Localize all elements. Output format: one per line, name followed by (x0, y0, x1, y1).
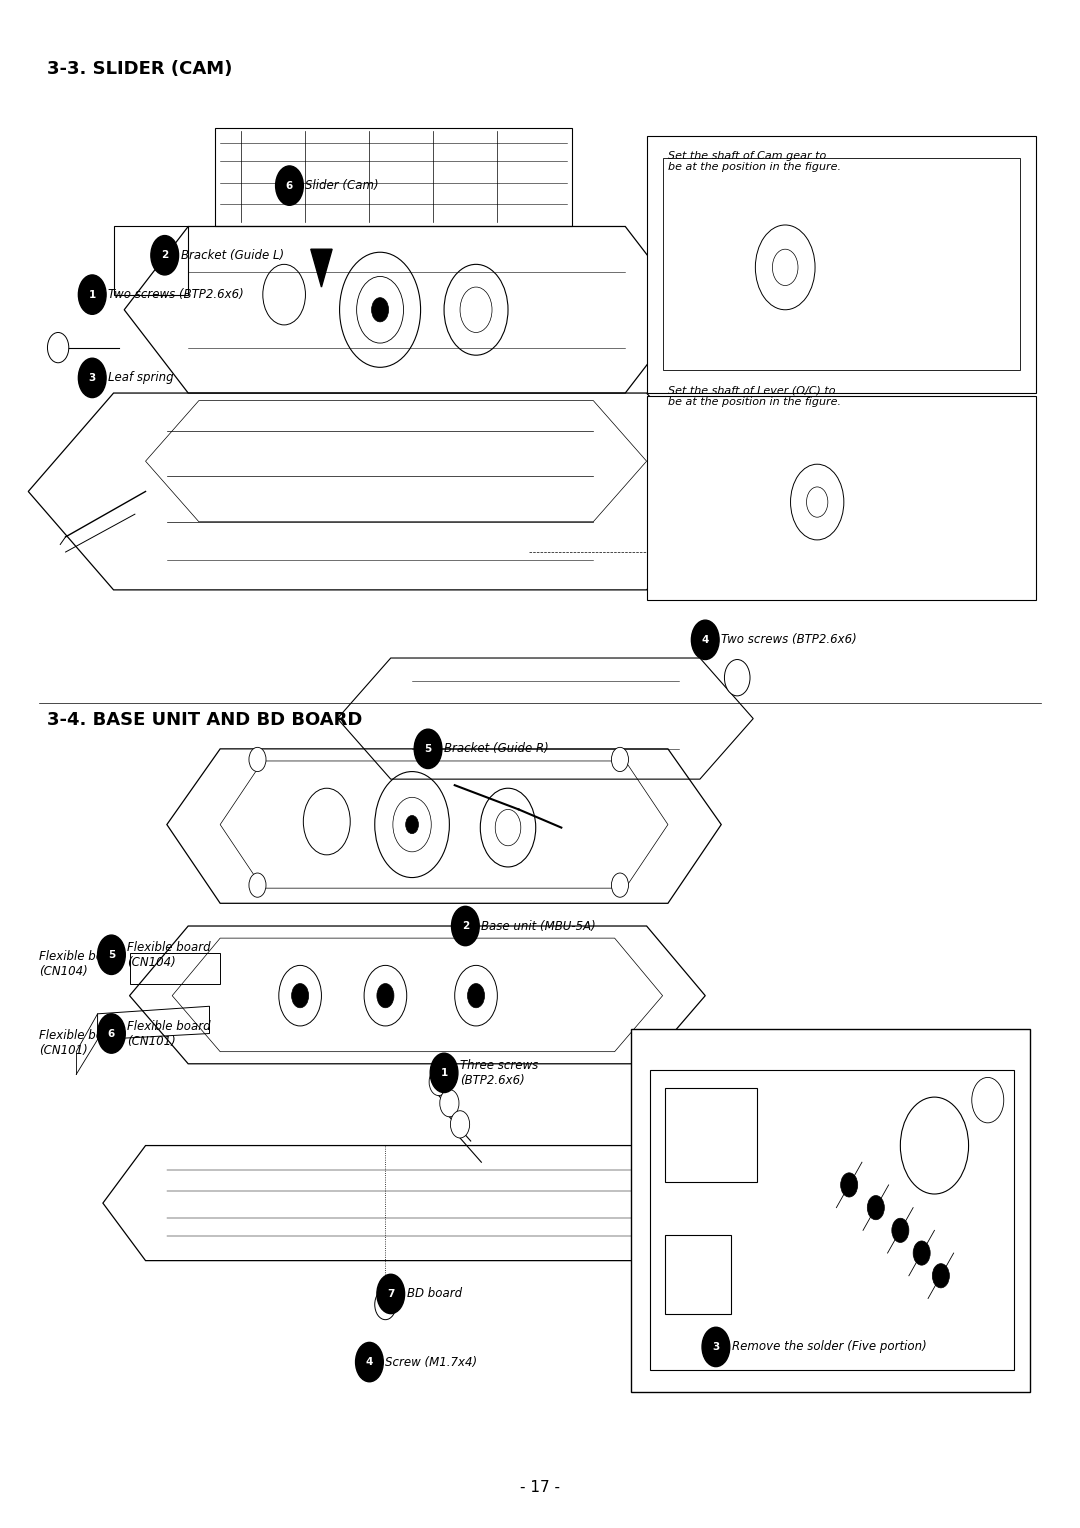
Circle shape (375, 1290, 396, 1320)
Circle shape (355, 1343, 383, 1381)
Text: - 17 -: - 17 - (519, 1481, 561, 1496)
Text: 2: 2 (462, 921, 469, 931)
Circle shape (468, 984, 485, 1008)
Circle shape (377, 984, 394, 1008)
Circle shape (249, 747, 266, 772)
Text: Three screws
(BTP2.6x6): Three screws (BTP2.6x6) (460, 1059, 538, 1086)
Text: Flexible board
(CN101): Flexible board (CN101) (127, 1019, 211, 1048)
Circle shape (97, 935, 125, 975)
FancyBboxPatch shape (664, 1088, 757, 1181)
Circle shape (79, 358, 106, 397)
Circle shape (430, 1053, 458, 1093)
Text: 3: 3 (89, 373, 96, 384)
Text: 3: 3 (713, 1342, 719, 1352)
Circle shape (451, 906, 480, 946)
Circle shape (415, 729, 442, 769)
Text: Slider (Cam): Slider (Cam) (306, 179, 379, 193)
Circle shape (429, 1068, 448, 1096)
Text: 6: 6 (286, 180, 293, 191)
Circle shape (840, 1174, 858, 1196)
Circle shape (48, 333, 69, 362)
Circle shape (377, 1274, 405, 1314)
Circle shape (725, 660, 750, 695)
Text: Flexible board
(CN104): Flexible board (CN104) (127, 941, 211, 969)
Circle shape (79, 275, 106, 315)
Text: 6: 6 (108, 1028, 116, 1039)
Circle shape (440, 1089, 459, 1117)
Text: 4: 4 (702, 634, 708, 645)
Text: 7: 7 (387, 1290, 394, 1299)
Text: Flexible board
(CN104): Flexible board (CN104) (39, 950, 122, 978)
Text: Two screws (BTP2.6x6): Two screws (BTP2.6x6) (721, 633, 858, 646)
Text: Flexible board
(CN101): Flexible board (CN101) (39, 1028, 122, 1056)
FancyBboxPatch shape (647, 396, 1036, 601)
Text: Leaf spring: Leaf spring (108, 371, 174, 385)
Text: 3-4. BASE UNIT AND BD BOARD: 3-4. BASE UNIT AND BD BOARD (48, 711, 363, 729)
FancyBboxPatch shape (664, 1235, 731, 1314)
Circle shape (450, 1111, 470, 1138)
Circle shape (151, 235, 178, 275)
Text: 2: 2 (161, 251, 168, 260)
Text: Screw (M1.7x4): Screw (M1.7x4) (386, 1355, 477, 1369)
Circle shape (406, 816, 418, 834)
Circle shape (249, 872, 266, 897)
Circle shape (691, 620, 719, 660)
Circle shape (702, 1328, 730, 1366)
Text: Bracket (Guide R): Bracket (Guide R) (444, 743, 549, 755)
FancyBboxPatch shape (647, 136, 1036, 393)
Text: Base unit (MBU-5A): Base unit (MBU-5A) (482, 920, 596, 932)
Text: 5: 5 (424, 744, 432, 753)
Text: Remove the solder (Five portion): Remove the solder (Five portion) (732, 1340, 927, 1354)
Circle shape (275, 167, 303, 205)
Circle shape (913, 1241, 930, 1265)
Circle shape (611, 872, 629, 897)
Text: Two screws (BTP2.6x6): Two screws (BTP2.6x6) (108, 289, 244, 301)
Circle shape (611, 747, 629, 772)
Text: 4: 4 (366, 1357, 373, 1368)
Circle shape (932, 1264, 949, 1288)
Text: BD board: BD board (407, 1288, 462, 1300)
FancyBboxPatch shape (631, 1028, 1030, 1392)
Text: 1: 1 (441, 1068, 448, 1077)
Circle shape (372, 298, 389, 322)
Circle shape (292, 984, 309, 1008)
Circle shape (97, 1015, 125, 1053)
Text: 3-3. SLIDER (CAM): 3-3. SLIDER (CAM) (48, 60, 233, 78)
Text: Set the shaft of Lever (O/C) to
be at the position in the figure.: Set the shaft of Lever (O/C) to be at th… (667, 385, 841, 406)
Polygon shape (311, 249, 333, 287)
Text: 5: 5 (108, 950, 116, 960)
Text: 1: 1 (89, 290, 96, 299)
Circle shape (867, 1195, 885, 1219)
Circle shape (901, 1097, 969, 1193)
Text: Bracket (Guide L): Bracket (Guide L) (180, 249, 284, 261)
Text: Set the shaft of Cam gear to
be at the position in the figure.: Set the shaft of Cam gear to be at the p… (667, 151, 841, 173)
Circle shape (892, 1218, 909, 1242)
